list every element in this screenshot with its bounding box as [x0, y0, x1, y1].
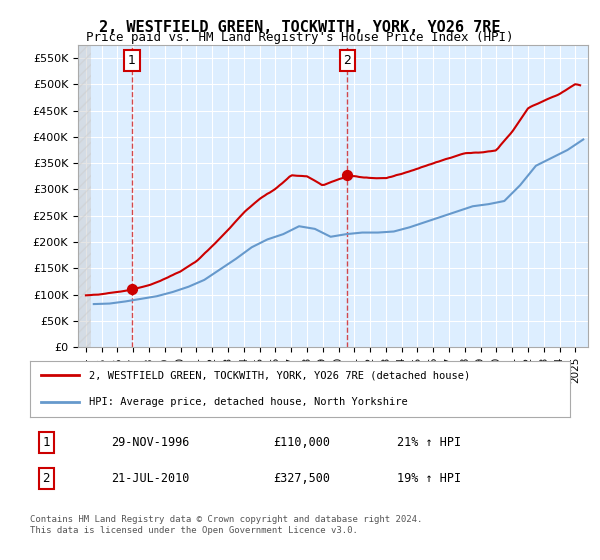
Point [343, 170, 352, 179]
Text: 1: 1 [43, 436, 50, 449]
Text: 2, WESTFIELD GREEN, TOCKWITH, YORK, YO26 7RE: 2, WESTFIELD GREEN, TOCKWITH, YORK, YO26… [99, 20, 501, 35]
Text: 21% ↑ HPI: 21% ↑ HPI [397, 436, 461, 449]
Text: 2: 2 [343, 54, 351, 67]
Text: Price paid vs. HM Land Registry's House Price Index (HPI): Price paid vs. HM Land Registry's House … [86, 31, 514, 44]
Text: Contains HM Land Registry data © Crown copyright and database right 2024.
This d: Contains HM Land Registry data © Crown c… [30, 515, 422, 535]
Text: 29-NOV-1996: 29-NOV-1996 [111, 436, 190, 449]
Text: 2, WESTFIELD GREEN, TOCKWITH, YORK, YO26 7RE (detached house): 2, WESTFIELD GREEN, TOCKWITH, YORK, YO26… [89, 370, 470, 380]
Text: £110,000: £110,000 [273, 436, 330, 449]
Text: 2: 2 [43, 472, 50, 485]
Bar [78, 45, 91, 347]
Text: 19% ↑ HPI: 19% ↑ HPI [397, 472, 461, 485]
Text: £327,500: £327,500 [273, 472, 330, 485]
Text: 21-JUL-2010: 21-JUL-2010 [111, 472, 190, 485]
Text: HPI: Average price, detached house, North Yorkshire: HPI: Average price, detached house, Nort… [89, 396, 408, 407]
Text: 1: 1 [128, 54, 136, 67]
Point [127, 285, 137, 294]
